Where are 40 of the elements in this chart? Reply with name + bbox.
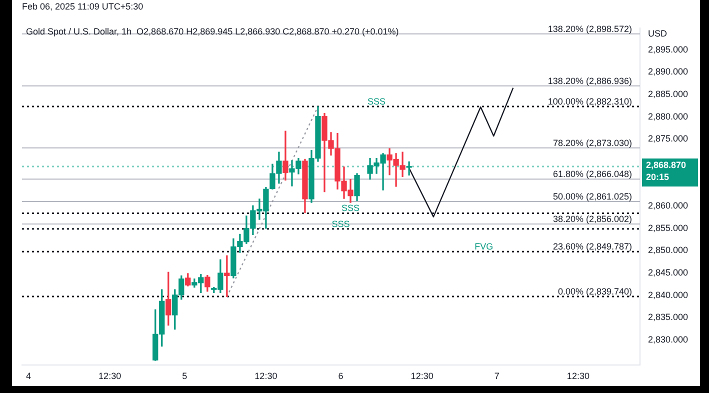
y-tick-label: 2,840.000 — [648, 290, 688, 300]
x-tick-label: 12:30 — [254, 370, 278, 381]
x-tick-label: 5 — [182, 370, 188, 381]
annotation: SSS — [342, 203, 360, 214]
ref-line-label: 0.00% (2,839.740) — [558, 286, 632, 297]
text: 20:15 — [646, 172, 670, 182]
ref-line-label: 61.80% (2,866.048) — [552, 169, 632, 180]
x-tick-label: 12:30 — [566, 370, 590, 381]
y-tick-label: 2,845.000 — [648, 268, 688, 278]
y-tick-label: 2,855.000 — [648, 222, 688, 233]
ref-line-label: 100.00% (2,882.310) — [548, 96, 632, 107]
y-tick-label: 2,860.000 — [648, 200, 688, 211]
annotation: SSS — [368, 96, 386, 107]
text: 2,868.870 — [646, 160, 686, 170]
ref-line-label: 78.20% (2,873.030) — [552, 138, 632, 148]
ref-line-label: 138.20% (2,898.572) — [548, 24, 632, 34]
chart-title: Gold Spot / U.S. Dollar, 1h O2,868.670 H2,869.945 L2,866.930 C2,868.870 +0.270 (+0.01%) — [26, 26, 399, 36]
x-tick-label: 4 — [26, 370, 32, 381]
annotation: FVG — [474, 242, 494, 252]
x-tick-label: 12:30 — [410, 370, 434, 381]
y-tick-label: 2,830.000 — [648, 334, 688, 344]
x-tick-label: 7 — [494, 370, 500, 381]
y-tick-label: 2,835.000 — [648, 312, 688, 322]
annotation: SSS — [332, 218, 350, 229]
y-tick-label: 2,875.000 — [648, 134, 688, 144]
chart-subtitle: Feb 06, 2025 11:09 UTC+5:30 — [22, 1, 144, 12]
x-tick-label: 6 — [338, 370, 344, 381]
y-tick-label: 2,885.000 — [648, 88, 688, 99]
y-tick-label: 2,895.000 — [648, 44, 688, 54]
ref-line-label: 38.20% (2,856.002) — [552, 214, 632, 224]
ref-line-label: 50.00% (2,861.025) — [552, 192, 632, 202]
y-axis-title: USD — [648, 28, 668, 38]
x-tick-label: 12:30 — [98, 370, 122, 381]
y-tick-label: 2,850.000 — [648, 245, 688, 256]
y-tick-label: 2,890.000 — [648, 66, 688, 77]
y-tick-label: 2,880.000 — [648, 111, 688, 122]
ref-line-label: 138.20% (2,886.936) — [548, 76, 632, 86]
ref-line-label: 23.60% (2,849.787) — [552, 242, 632, 252]
candlestick — [282, 130, 288, 181]
candlestick — [406, 161, 412, 176]
